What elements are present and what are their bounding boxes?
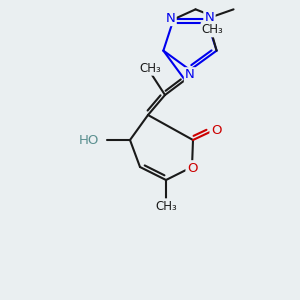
Text: CH₃: CH₃ — [155, 200, 177, 212]
Text: N: N — [205, 11, 214, 24]
Text: O: O — [187, 161, 197, 175]
Text: N: N — [185, 68, 195, 82]
Text: N: N — [166, 12, 176, 25]
Text: CH₃: CH₃ — [202, 23, 224, 36]
Text: O: O — [211, 124, 221, 136]
Text: HO: HO — [79, 134, 99, 146]
Text: CH₃: CH₃ — [139, 61, 161, 74]
